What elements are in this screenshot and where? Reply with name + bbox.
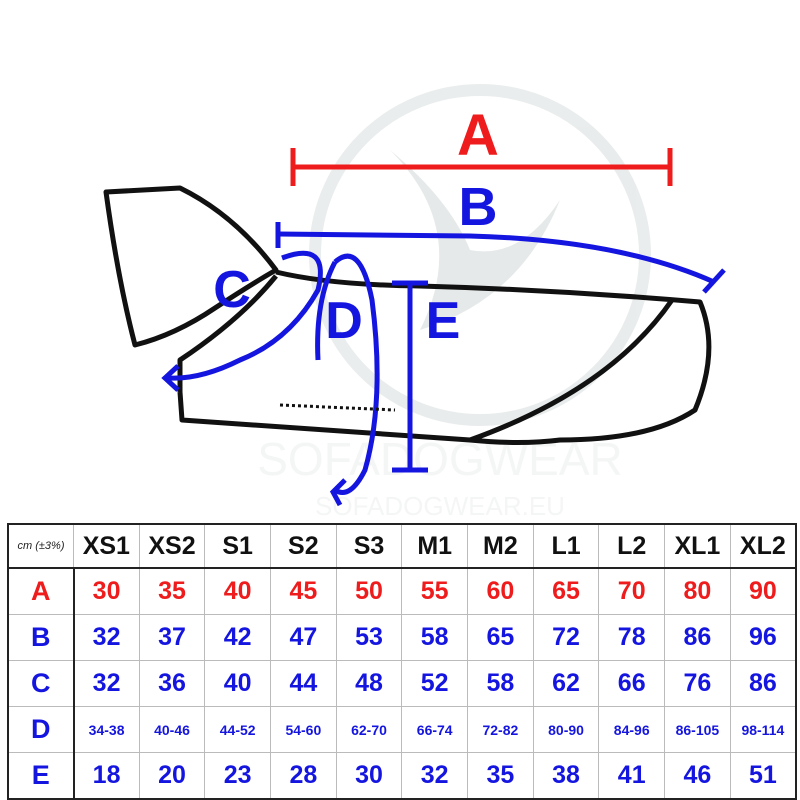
table-cell: 62 — [532, 660, 600, 707]
table-cell: 41 — [598, 752, 666, 800]
table-cell: 35 — [467, 752, 534, 800]
table-cell: 54-60 — [270, 706, 337, 753]
table-row-b: B 32 37 42 47 53 58 65 72 78 86 96 — [7, 614, 797, 661]
table-cell: 66-74 — [401, 706, 469, 753]
size-header-s3: S3 — [335, 523, 403, 569]
size-header-xs2: XS2 — [138, 523, 206, 569]
size-table: cm (±3%) XS1 XS2 S1 S2 S3 M1 M2 L1 L2 XL1 XL2 A 30 3… — [7, 523, 797, 800]
measure-d — [315, 253, 380, 507]
unit-note: cm (±3%) — [7, 523, 74, 569]
table-cell: 45 — [270, 567, 337, 615]
table-cell: 40 — [204, 660, 272, 707]
row-label: C — [7, 660, 75, 707]
table-cell: 52 — [401, 660, 469, 707]
table-row-e: E 18 20 23 28 30 32 35 38 41 46 51 — [7, 752, 797, 800]
measure-e — [392, 280, 428, 473]
table-cell: 62-70 — [335, 706, 403, 753]
label-a: A — [457, 103, 499, 168]
table-cell: 53 — [335, 614, 403, 661]
table-cell: 35 — [138, 567, 206, 615]
table-cell: 34-38 — [73, 706, 140, 753]
row-label: B — [7, 614, 75, 661]
table-cell: 40-46 — [138, 706, 206, 753]
size-header-s1: S1 — [204, 523, 272, 569]
table-cell: 30 — [73, 567, 140, 615]
table-cell: 58 — [467, 660, 534, 707]
size-header-m2: M2 — [467, 523, 534, 569]
size-header-row: cm (±3%) XS1 XS2 S1 S2 S3 M1 M2 L1 L2 XL1 XL2 — [7, 523, 797, 569]
table-cell: 84-96 — [598, 706, 666, 753]
label-b: B — [459, 177, 498, 237]
table-cell: 66 — [598, 660, 666, 707]
table-cell: 30 — [335, 752, 403, 800]
table-cell: 90 — [729, 567, 797, 615]
table-cell: 44-52 — [204, 706, 272, 753]
size-header-xl2: XL2 — [729, 523, 797, 569]
table-cell: 37 — [138, 614, 206, 661]
table-cell: 32 — [73, 614, 140, 661]
table-cell: 47 — [270, 614, 337, 661]
table-cell: 38 — [532, 752, 600, 800]
table-cell: 36 — [138, 660, 206, 707]
table-cell: 60 — [467, 567, 534, 615]
table-cell: 78 — [598, 614, 666, 661]
size-header-m1: M1 — [401, 523, 469, 569]
table-row-c: C 32 36 40 44 48 52 58 62 66 76 86 — [7, 660, 797, 707]
table-cell: 20 — [138, 752, 206, 800]
label-c: C — [213, 261, 251, 319]
table-cell: 51 — [729, 752, 797, 800]
table-cell: 44 — [270, 660, 337, 707]
measure-b — [275, 222, 726, 294]
label-e: E — [426, 292, 461, 350]
row-label: D — [7, 706, 75, 753]
row-label: E — [7, 752, 75, 800]
size-header-l1: L1 — [532, 523, 600, 569]
table-cell: 72-82 — [467, 706, 534, 753]
table-cell: 42 — [204, 614, 272, 661]
table-cell: 86 — [729, 660, 797, 707]
watermark-logo: SOFADOGWEAR SOFADOGWEAR.EU — [257, 84, 651, 520]
table-cell: 32 — [73, 660, 140, 707]
table-cell: 23 — [204, 752, 272, 800]
dog-outline — [103, 185, 712, 445]
table-row-a: A 30 35 40 45 50 55 60 65 70 80 90 — [7, 567, 797, 615]
table-cell: 58 — [401, 614, 469, 661]
table-cell: 98-114 — [729, 706, 797, 753]
table-cell: 46 — [664, 752, 731, 800]
table-cell: 96 — [729, 614, 797, 661]
table-row-d: D 34-38 40-46 44-52 54-60 62-70 66-74 72-82 80-9… — [7, 706, 797, 753]
measure-c — [161, 250, 323, 392]
table-cell: 65 — [532, 567, 600, 615]
measurement-diagram: SOFADOGWEAR SOFADOGWEAR.EU A B C D E — [103, 84, 726, 520]
table-cell: 28 — [270, 752, 337, 800]
label-d: D — [325, 292, 363, 350]
dotted-guide — [279, 403, 396, 412]
size-header-xl1: XL1 — [664, 523, 731, 569]
table-cell: 48 — [335, 660, 403, 707]
table-cell: 32 — [401, 752, 469, 800]
table-cell: 76 — [664, 660, 731, 707]
table-cell: 65 — [467, 614, 534, 661]
table-cell: 18 — [73, 752, 140, 800]
table-cell: 55 — [401, 567, 469, 615]
row-label: A — [7, 567, 75, 615]
table-cell: 86 — [664, 614, 731, 661]
table-cell: 80-90 — [532, 706, 600, 753]
table-cell: 80 — [664, 567, 731, 615]
measure-a — [290, 148, 673, 186]
table-cell: 70 — [598, 567, 666, 615]
watermark-url: SOFADOGWEAR.EU — [315, 491, 565, 520]
size-header-l2: L2 — [598, 523, 666, 569]
size-header-s2: S2 — [270, 523, 337, 569]
table-cell: 40 — [204, 567, 272, 615]
size-header-xs1: XS1 — [73, 523, 140, 569]
table-cell: 50 — [335, 567, 403, 615]
table-cell: 72 — [532, 614, 600, 661]
table-cell: 86-105 — [664, 706, 731, 753]
